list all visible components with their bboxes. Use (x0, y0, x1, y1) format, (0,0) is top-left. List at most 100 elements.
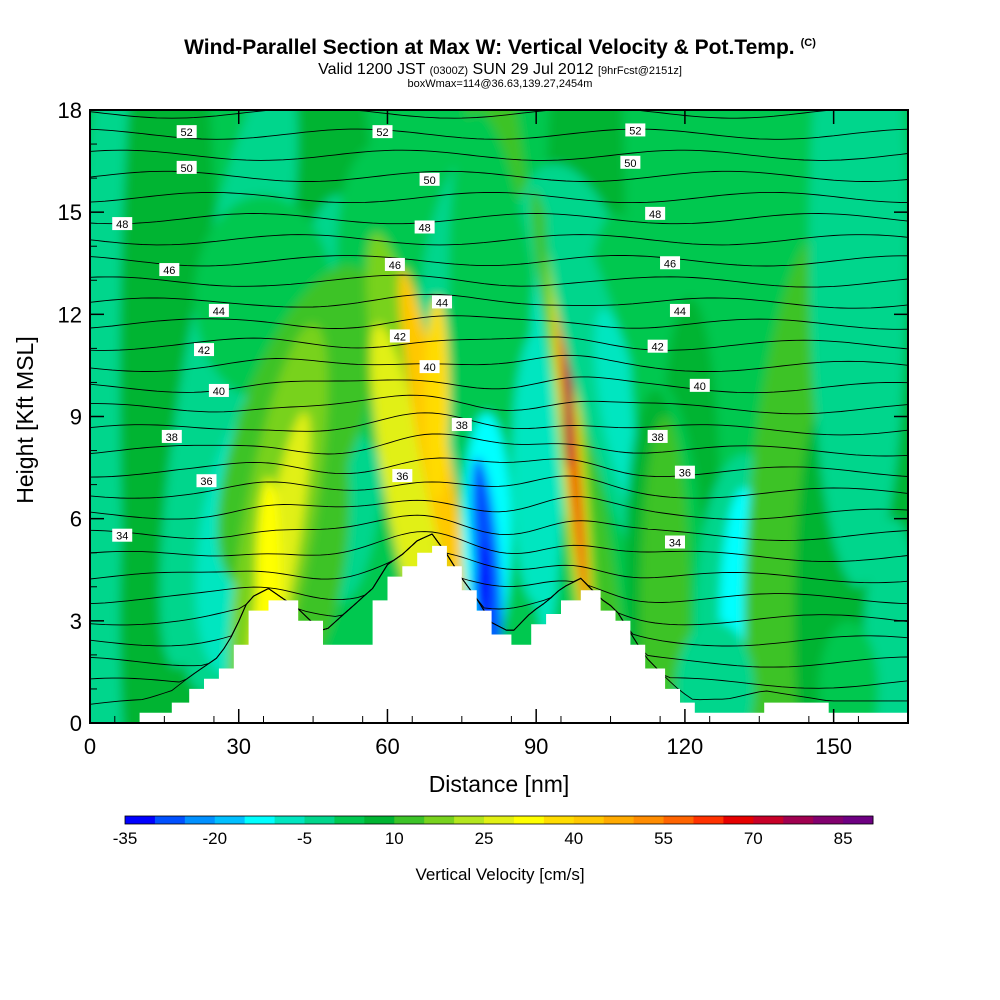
contour-label: 48 (414, 220, 435, 234)
contour-label-text: 42 (394, 331, 406, 343)
colorbar-swatch (543, 816, 575, 824)
contour-label-text: 44 (674, 306, 686, 318)
contour-label-text: 40 (213, 386, 225, 398)
contour-label-text: 46 (163, 265, 175, 277)
colorbar-swatch (603, 816, 635, 824)
colorbar-tick-label: 70 (744, 829, 763, 848)
x-tick-label: 150 (815, 734, 852, 759)
colorbar-swatch (753, 816, 784, 824)
contour-label-text: 50 (181, 163, 193, 175)
contour-label-text: 48 (649, 209, 661, 221)
colorbar-swatch (304, 816, 335, 824)
contour-label: 36 (196, 474, 217, 488)
colorbar: -35 -20 -5 10 25 40 55 70 85 (113, 815, 874, 848)
contour-label-text: 44 (213, 306, 225, 318)
colorbar-tick-label: 25 (475, 829, 494, 848)
contour-label-text: 40 (694, 381, 706, 393)
contour-label: 38 (451, 418, 472, 432)
contour-label-text: 44 (436, 297, 448, 309)
contour-label-text: 46 (389, 260, 401, 272)
contour-label-text: 36 (679, 468, 691, 480)
colorbar-tick-label: 10 (385, 829, 404, 848)
contour-label: 46 (159, 263, 180, 277)
colorbar-swatch (274, 816, 306, 824)
contour-label-text: 34 (116, 531, 128, 543)
colorbar-swatch (454, 816, 485, 824)
y-tick-label: 9 (70, 405, 82, 430)
contour-label: 34 (664, 535, 685, 550)
y-tick-label: 3 (70, 609, 82, 634)
y-tick-label: 15 (58, 200, 82, 225)
contour-label: 46 (384, 257, 405, 272)
y-tick-label: 18 (58, 98, 82, 123)
contour-label: 38 (161, 429, 182, 444)
contour-label: 44 (208, 303, 229, 318)
valid-date: SUN 29 Jul 2012 (472, 61, 594, 78)
chart-title: Wind-Parallel Section at Max W: Vertical… (0, 36, 1000, 60)
colorbar-tick-label: 40 (564, 829, 583, 848)
contour-label-text: 36 (200, 476, 212, 488)
contour-label: 36 (392, 469, 413, 483)
contour-label-text: 52 (376, 127, 388, 139)
contour-label-text: 52 (181, 127, 193, 139)
contour-label-text: 48 (116, 219, 128, 231)
colorbar-tick-label: -5 (297, 829, 312, 848)
colorbar-swatch (723, 816, 754, 824)
x-tick-label: 30 (226, 734, 250, 759)
colorbar-swatch (184, 816, 216, 824)
valid-time-line: Valid 1200 JST (0300Z) SUN 29 Jul 2012 [… (0, 61, 1000, 79)
contour-label-text: 42 (198, 345, 210, 357)
colorbar-swatch (813, 816, 844, 824)
contour-label: 42 (647, 339, 668, 354)
contour-label: 40 (419, 360, 440, 374)
y-tick-label: 12 (58, 302, 82, 327)
contour-label: 38 (647, 429, 668, 444)
colorbar-swatch (573, 816, 605, 824)
contour-label-text: 42 (652, 342, 664, 354)
box-info-line: boxWmax=114@36.63,139.27,2454m (407, 78, 593, 90)
contour-label-text: 38 (166, 432, 178, 444)
colorbar-swatch (633, 816, 665, 824)
x-tick-label: 120 (667, 734, 704, 759)
valid-utc: (0300Z) (429, 65, 469, 77)
contour-label-text: 48 (419, 222, 431, 234)
colorbar-swatch (513, 816, 545, 824)
velocity-field (90, 110, 908, 723)
forecast-info: [9hrFcst@2151z] (597, 65, 682, 77)
contour-label-text: 46 (664, 258, 676, 270)
contour-label: 52 (625, 123, 646, 137)
colorbar-title: Vertical Velocity [cm/s] (415, 865, 584, 884)
contour-label: 44 (431, 295, 452, 309)
colorbar-swatch (125, 816, 156, 824)
colorbar-tick-label: 85 (834, 829, 853, 848)
contour-label: 34 (112, 528, 133, 543)
contour-label-text: 34 (669, 538, 681, 550)
contour-label: 46 (660, 256, 681, 270)
colorbar-tick-label: 55 (654, 829, 673, 848)
contour-label-text: 52 (629, 125, 641, 137)
title-text: Wind-Parallel Section at Max W: Vertical… (184, 36, 795, 59)
contour-label-text: 38 (456, 420, 468, 432)
contour-label: 50 (176, 160, 197, 175)
contour-label: 50 (620, 155, 641, 170)
terrain (90, 545, 908, 723)
colorbar-swatch (424, 816, 455, 824)
contour-label-text: 50 (423, 175, 435, 187)
x-tick-label: 0 (84, 734, 96, 759)
contour-label: 48 (112, 217, 133, 231)
y-axis-title: Height [Kft MSL] (12, 336, 38, 503)
contour-label: 42 (389, 329, 410, 343)
x-tick-label: 60 (375, 734, 399, 759)
contour-label: 48 (645, 206, 666, 221)
colorbar-tick-label: -20 (202, 829, 227, 848)
y-tick-label: 6 (70, 507, 82, 532)
y-tick-label: 0 (70, 711, 82, 736)
contour-label-text: 40 (423, 362, 435, 374)
colorbar-swatch (334, 816, 365, 824)
colorbar-swatch (214, 816, 246, 824)
colorbar-tick-label: -35 (113, 829, 138, 848)
contour-label: 52 (372, 125, 393, 139)
contour-labels: 52 52 52 50 50 50 48 48 48 46 46 46 44 44 44 42 42 42 40 40… (112, 123, 710, 550)
